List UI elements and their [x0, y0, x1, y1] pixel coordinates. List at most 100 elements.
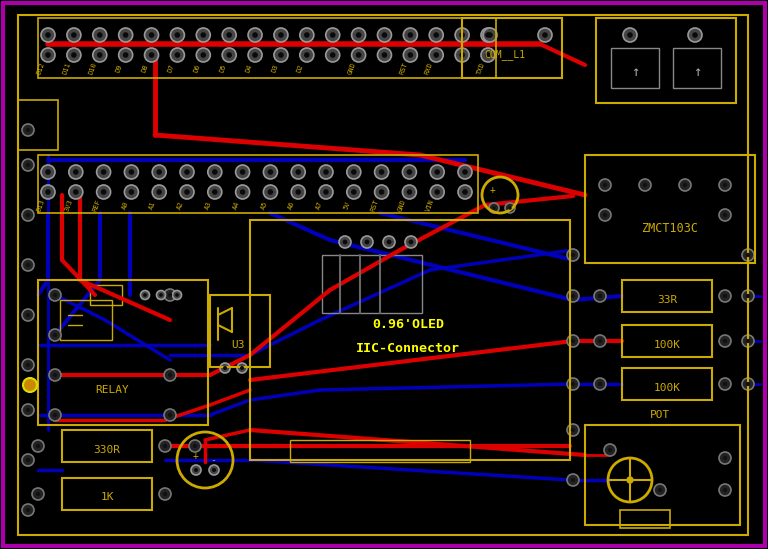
Circle shape: [403, 48, 417, 62]
Text: ↑: ↑: [631, 65, 639, 79]
Circle shape: [458, 165, 472, 179]
Circle shape: [429, 48, 443, 62]
Text: D6: D6: [193, 63, 201, 73]
Circle shape: [356, 32, 362, 38]
Bar: [62, 430, 152, 462]
Circle shape: [200, 52, 206, 58]
Text: RST: RST: [399, 61, 409, 75]
Text: 330R: 330R: [94, 445, 121, 455]
Circle shape: [408, 52, 413, 58]
Circle shape: [742, 335, 754, 347]
Bar: [585, 425, 740, 525]
Circle shape: [69, 165, 83, 179]
Circle shape: [347, 165, 361, 179]
Text: 33R: 33R: [657, 295, 677, 305]
Text: A7: A7: [316, 200, 324, 210]
Circle shape: [719, 484, 731, 496]
Circle shape: [326, 48, 339, 62]
Circle shape: [458, 185, 472, 199]
Text: D2: D2: [296, 63, 305, 73]
Bar: [38, 155, 478, 213]
Circle shape: [22, 309, 34, 321]
Circle shape: [164, 409, 176, 421]
Circle shape: [296, 189, 301, 195]
Circle shape: [379, 189, 385, 195]
Circle shape: [296, 169, 301, 175]
Circle shape: [49, 369, 61, 381]
Circle shape: [248, 28, 262, 42]
Circle shape: [352, 48, 366, 62]
Circle shape: [22, 454, 34, 466]
Circle shape: [22, 404, 34, 416]
Circle shape: [430, 165, 444, 179]
Text: A5: A5: [260, 200, 268, 210]
Circle shape: [406, 169, 412, 175]
Circle shape: [402, 185, 416, 199]
Bar: [620, 510, 670, 528]
Circle shape: [598, 339, 602, 343]
Text: U3: U3: [231, 340, 245, 350]
Circle shape: [227, 32, 232, 38]
Circle shape: [274, 28, 288, 42]
Bar: [322, 255, 422, 313]
Circle shape: [143, 293, 147, 297]
Circle shape: [237, 363, 247, 373]
Circle shape: [435, 189, 440, 195]
Circle shape: [97, 185, 111, 199]
Circle shape: [683, 183, 687, 187]
Circle shape: [193, 444, 197, 448]
Text: -: -: [210, 455, 216, 465]
Circle shape: [688, 28, 702, 42]
Circle shape: [45, 32, 51, 38]
Circle shape: [719, 290, 731, 302]
Circle shape: [481, 28, 495, 42]
Circle shape: [409, 239, 413, 244]
Text: A0: A0: [121, 200, 129, 210]
Circle shape: [26, 508, 30, 512]
Circle shape: [430, 185, 444, 199]
Circle shape: [184, 189, 190, 195]
Circle shape: [212, 169, 217, 175]
Circle shape: [128, 189, 134, 195]
Bar: [622, 368, 712, 400]
Circle shape: [571, 253, 575, 257]
Circle shape: [356, 52, 362, 58]
Circle shape: [742, 290, 754, 302]
Circle shape: [489, 203, 499, 213]
Circle shape: [159, 293, 163, 297]
Circle shape: [118, 48, 133, 62]
Circle shape: [627, 477, 633, 483]
Circle shape: [222, 48, 237, 62]
Circle shape: [123, 52, 128, 58]
Circle shape: [459, 32, 465, 38]
Circle shape: [170, 48, 184, 62]
Text: REF: REF: [91, 198, 101, 212]
Circle shape: [26, 363, 30, 367]
Circle shape: [197, 28, 210, 42]
Circle shape: [222, 28, 237, 42]
Bar: [462, 18, 562, 78]
Circle shape: [53, 333, 57, 337]
Circle shape: [402, 165, 416, 179]
Circle shape: [719, 335, 731, 347]
Circle shape: [26, 213, 30, 217]
Circle shape: [603, 183, 607, 187]
Circle shape: [26, 408, 30, 412]
Circle shape: [352, 28, 366, 42]
Circle shape: [69, 185, 83, 199]
Text: GND: GND: [346, 61, 356, 75]
Circle shape: [567, 378, 579, 390]
Text: TXD: TXD: [476, 61, 486, 75]
Circle shape: [168, 413, 172, 417]
Text: ZMCT103C: ZMCT103C: [641, 221, 699, 234]
Circle shape: [128, 169, 134, 175]
Circle shape: [319, 165, 333, 179]
Circle shape: [71, 52, 77, 58]
Text: A3: A3: [204, 200, 213, 210]
Circle shape: [386, 239, 392, 244]
Circle shape: [323, 169, 329, 175]
Circle shape: [26, 163, 30, 167]
Circle shape: [723, 294, 727, 298]
Circle shape: [267, 169, 273, 175]
Circle shape: [53, 413, 57, 417]
